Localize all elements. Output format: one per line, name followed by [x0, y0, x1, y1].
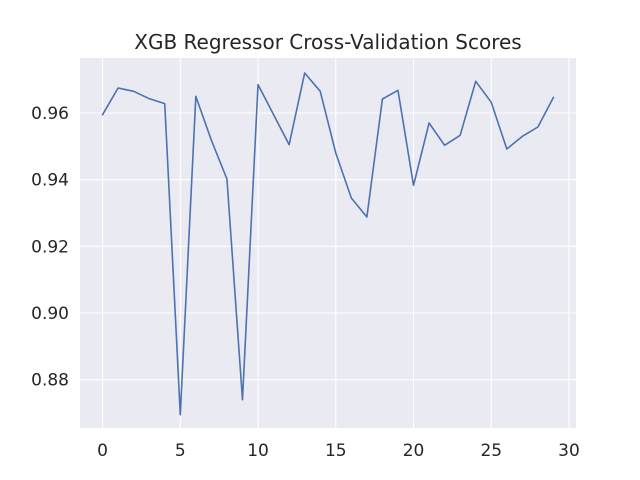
x-tick-label: 20	[403, 441, 425, 461]
y-tick-label: 0.92	[31, 237, 69, 257]
x-tick-label: 30	[558, 441, 580, 461]
grid	[80, 58, 576, 428]
y-tick-label: 0.90	[31, 304, 69, 324]
chart-title: XGB Regressor Cross-Validation Scores	[134, 30, 521, 54]
series-line	[101, 72, 555, 416]
x-tick-label: 25	[480, 441, 502, 461]
y-tick-label: 0.94	[31, 171, 69, 191]
y-axis-ticks: 0.88 0.90 0.92 0.94 0.96	[31, 104, 69, 391]
x-tick-label: 10	[247, 441, 269, 461]
x-tick-label: 0	[97, 441, 108, 461]
series-layer	[101, 72, 555, 416]
y-tick-label: 0.96	[31, 104, 69, 124]
x-tick-label: 15	[325, 441, 347, 461]
x-axis-ticks: 0 5 10 15 20 25 30	[97, 441, 580, 461]
x-tick-label: 5	[175, 441, 186, 461]
y-tick-label: 0.88	[31, 371, 69, 391]
